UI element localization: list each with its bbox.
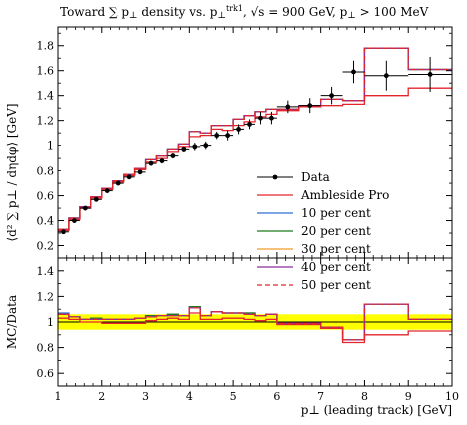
y-tick-label: 1.4 [37, 90, 55, 103]
ratio-y-tick-label: 0.8 [37, 342, 55, 355]
main-panel [58, 47, 452, 235]
y-tick-label: 1 [47, 140, 54, 153]
ratio-line-ambleside-pro [58, 312, 452, 344]
data-point [192, 144, 198, 150]
ratio-y-tick-label: 0.6 [37, 367, 55, 380]
data-point [236, 126, 241, 132]
legend-label: 10 per cent [301, 206, 371, 220]
data-point [383, 73, 389, 79]
legend: Data Ambleside Pro 10 per cent 20 per cent 3… [257, 170, 389, 292]
data-point [104, 188, 110, 193]
data-point [148, 160, 154, 166]
x-tick-label: 5 [230, 390, 237, 403]
ratio-panel [58, 303, 452, 344]
data-point [137, 169, 143, 175]
y-axis-label: ⟨d² ∑ p⊥ / dηdφ⟩ [GeV] [5, 103, 19, 241]
data-point [72, 218, 77, 223]
legend-label: 30 per cent [301, 242, 371, 256]
data-point [285, 104, 291, 110]
data-point [258, 115, 263, 121]
data-point [126, 174, 132, 180]
series-line-ambleside-pro [58, 87, 452, 232]
y-tick-label: 0.2 [37, 240, 55, 253]
legend-marker-data [272, 174, 278, 180]
chart-title: Toward ∑ p⊥ density vs. p⊥trk1, √s = 900… [60, 4, 429, 21]
y-tick-label: 0.6 [37, 190, 55, 203]
data-point [247, 121, 252, 127]
y-tick-label: 0.4 [37, 215, 55, 228]
x-tick-label: 3 [142, 390, 149, 403]
ratio-y-tick-label: 1.2 [37, 290, 55, 303]
x-axis-label: p⊥ (leading track) [GeV] [301, 403, 452, 417]
data-point [159, 158, 165, 164]
ratio-y-axis-label: MC/Data [5, 295, 19, 349]
x-tick-label: 1 [55, 390, 62, 403]
data-point [93, 196, 99, 202]
data-point [115, 180, 121, 186]
legend-label: 40 per cent [301, 260, 371, 274]
data-point [82, 205, 88, 211]
data-point [203, 143, 209, 149]
legend-label: 50 per cent [301, 278, 371, 292]
x-tick-label: 9 [405, 390, 412, 403]
x-tick-label: 2 [98, 390, 105, 403]
data-point [61, 229, 66, 235]
legend-label: 20 per cent [301, 224, 371, 238]
x-tick-label: 7 [317, 390, 324, 403]
y-tick-label: 1.2 [37, 115, 55, 128]
ratio-y-tick-label: 1.4 [37, 265, 55, 278]
data-point [329, 93, 335, 99]
legend-label: Data [301, 170, 330, 184]
data-point [214, 133, 220, 139]
y-tick-label: 1.6 [37, 65, 55, 78]
data-point [307, 103, 313, 109]
x-tick-label: 6 [273, 390, 280, 403]
main-frame [57, 26, 453, 259]
y-tick-label: 0.8 [37, 165, 55, 178]
x-tick-label: 4 [186, 390, 193, 403]
data-point [181, 146, 187, 152]
x-tick-label: 8 [361, 390, 368, 403]
ratio-y-tick-label: 1 [47, 316, 54, 329]
data-point [427, 72, 433, 77]
data-point [351, 69, 356, 75]
data-point [170, 153, 176, 159]
data-point [225, 133, 231, 139]
y-tick-label: 1.8 [37, 40, 55, 53]
data-point [269, 115, 274, 121]
x-tick-label: 10 [445, 390, 459, 403]
legend-label: Ambleside Pro [300, 188, 389, 202]
